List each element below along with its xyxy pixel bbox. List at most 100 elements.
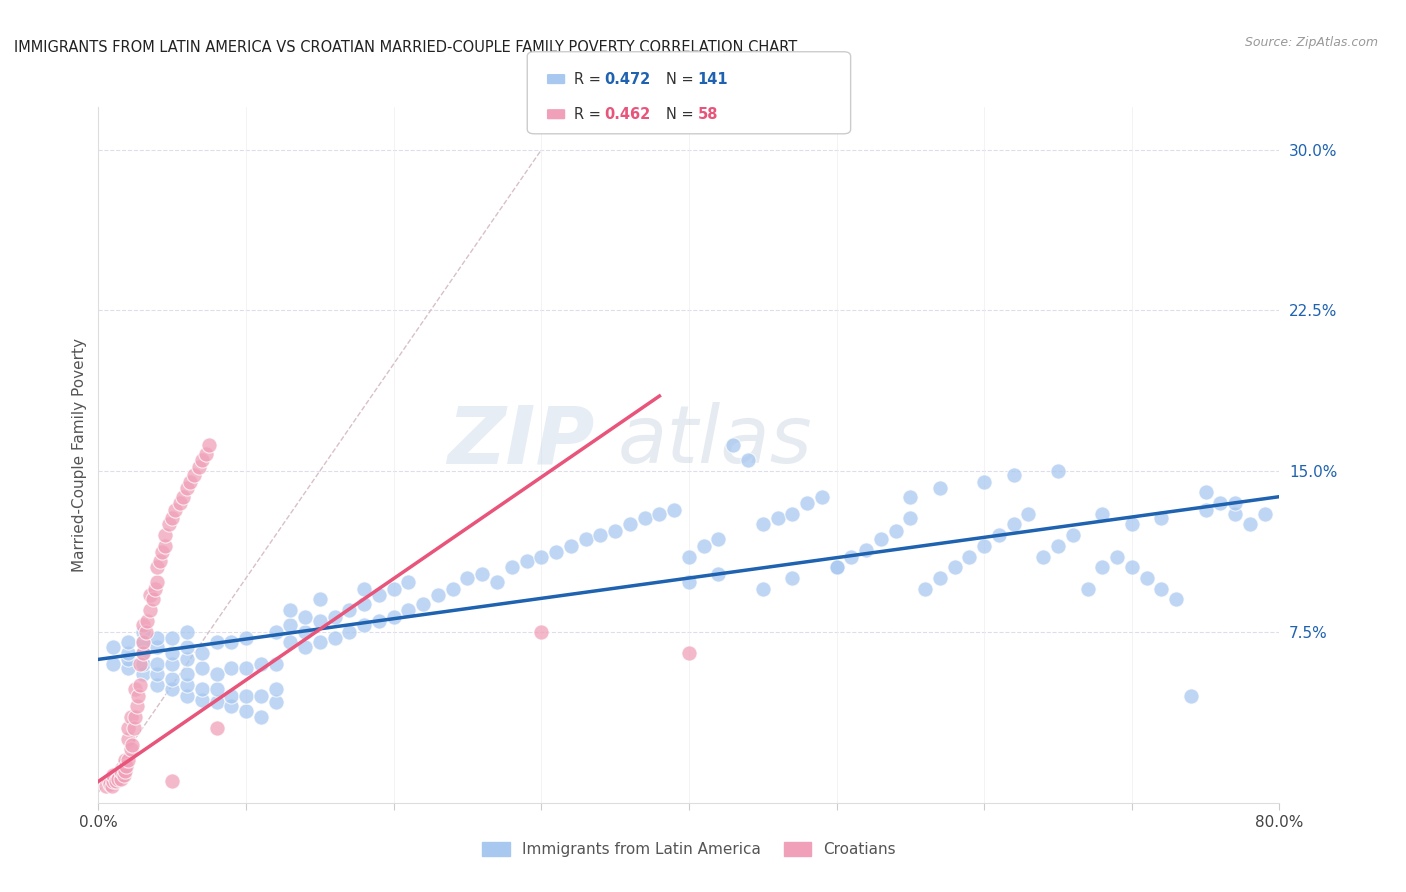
Point: [1062, 528, 1084, 542]
Point: [264, 682, 287, 697]
Point: [128, 678, 150, 692]
Point: [235, 631, 257, 645]
Text: R =: R =: [574, 107, 605, 122]
Point: [132, 624, 155, 639]
Point: [560, 539, 582, 553]
Point: [619, 517, 641, 532]
Point: [782, 571, 804, 585]
Point: [162, 511, 183, 525]
Point: [153, 528, 176, 542]
Point: [169, 496, 191, 510]
Point: [516, 554, 538, 568]
Point: [191, 693, 214, 707]
Point: [117, 661, 139, 675]
Point: [914, 582, 936, 596]
Point: [280, 603, 302, 617]
Point: [153, 539, 176, 553]
Point: [664, 502, 686, 516]
Point: [107, 772, 129, 787]
Text: N =: N =: [666, 107, 699, 122]
Point: [339, 603, 361, 617]
Point: [723, 438, 745, 452]
Point: [294, 640, 316, 654]
Point: [825, 560, 848, 574]
Point: [398, 603, 420, 617]
Point: [589, 528, 612, 542]
Point: [900, 490, 922, 504]
Point: [294, 609, 316, 624]
Point: [176, 678, 198, 692]
Point: [530, 624, 553, 639]
Point: [176, 640, 198, 654]
Point: [250, 689, 273, 703]
Point: [1077, 582, 1099, 596]
Point: [205, 721, 228, 735]
Point: [678, 549, 700, 564]
Point: [162, 631, 183, 645]
Point: [149, 554, 172, 568]
Text: atlas: atlas: [619, 402, 813, 480]
Point: [1091, 507, 1114, 521]
Text: 141: 141: [697, 71, 728, 87]
Point: [973, 539, 995, 553]
Point: [191, 453, 214, 467]
Point: [146, 575, 169, 590]
Point: [264, 624, 287, 639]
Point: [398, 575, 420, 590]
Point: [1018, 507, 1040, 521]
Point: [176, 667, 198, 681]
Point: [884, 524, 907, 538]
Point: [382, 609, 405, 624]
Point: [250, 657, 273, 671]
Point: [139, 603, 162, 617]
Point: [221, 689, 243, 703]
Point: [117, 721, 139, 735]
Point: [294, 624, 316, 639]
Point: [766, 511, 789, 525]
Point: [205, 695, 228, 709]
Point: [114, 764, 136, 778]
Point: [142, 592, 165, 607]
Point: [132, 657, 155, 671]
Point: [205, 667, 228, 681]
Point: [1121, 560, 1143, 574]
Point: [1002, 517, 1025, 532]
Point: [1046, 464, 1070, 478]
Point: [782, 507, 804, 521]
Point: [187, 459, 209, 474]
Point: [900, 511, 922, 525]
Point: [94, 779, 117, 793]
Text: 0.472: 0.472: [605, 71, 651, 87]
Point: [323, 609, 346, 624]
Point: [530, 549, 553, 564]
Text: R =: R =: [574, 71, 605, 87]
Point: [162, 774, 183, 789]
Point: [179, 475, 201, 489]
Point: [176, 652, 198, 666]
Point: [122, 721, 145, 735]
Point: [1239, 517, 1261, 532]
Point: [165, 502, 187, 516]
Point: [98, 776, 121, 790]
Point: [678, 575, 700, 590]
Point: [280, 618, 302, 632]
Point: [135, 624, 157, 639]
Point: [221, 661, 243, 675]
Point: [100, 779, 122, 793]
Point: [707, 566, 730, 581]
Point: [117, 635, 139, 649]
Point: [1254, 507, 1277, 521]
Point: [143, 582, 166, 596]
Point: [146, 560, 169, 574]
Text: 58: 58: [697, 107, 718, 122]
Point: [870, 533, 893, 547]
Point: [183, 468, 205, 483]
Point: [471, 566, 494, 581]
Point: [309, 614, 332, 628]
Point: [280, 635, 302, 649]
Point: [693, 539, 716, 553]
Point: [235, 704, 257, 718]
Point: [146, 631, 169, 645]
Point: [97, 774, 120, 789]
Point: [1107, 549, 1129, 564]
